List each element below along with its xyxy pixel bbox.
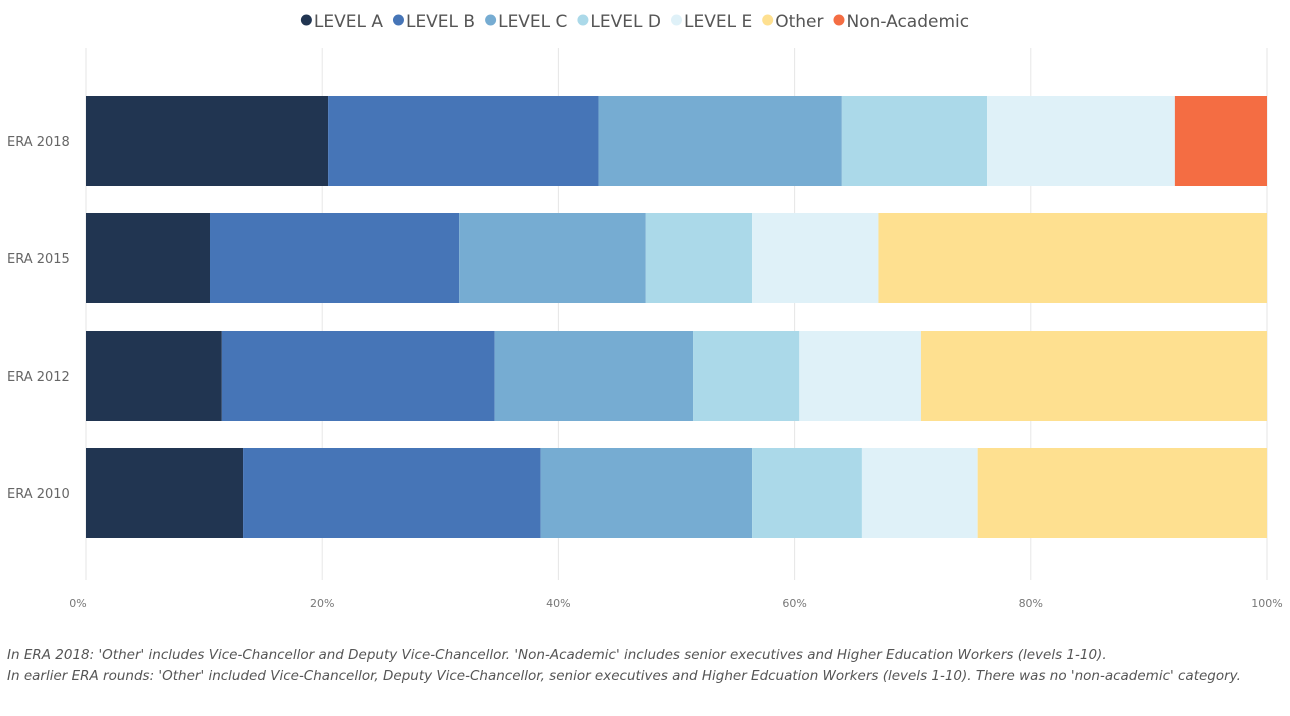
bar-segment[interactable] [243, 448, 541, 538]
bar-segment[interactable] [459, 213, 646, 303]
bar-segment[interactable] [328, 96, 599, 186]
category-label: ERA 2015 [7, 252, 70, 267]
x-axis-tick-labels: 0% 20% 40% 60% 80% 100% [69, 597, 1282, 610]
x-tick-label: 40% [546, 597, 570, 610]
bar-segment[interactable] [645, 213, 753, 303]
bar-segment[interactable] [210, 213, 460, 303]
bar-segment[interactable] [861, 448, 978, 538]
footnote-era-2018: In ERA 2018: 'Other' includes Vice-Chanc… [7, 647, 1107, 663]
bar-segment[interactable] [920, 331, 1267, 421]
legend-swatch [762, 14, 774, 26]
bar-segment[interactable] [841, 96, 988, 186]
bar-segment[interactable] [221, 331, 495, 421]
legend-label: LEVEL C [498, 12, 567, 32]
legend-swatch [485, 14, 497, 26]
bar-segment[interactable] [598, 96, 842, 186]
bar-segment[interactable] [799, 331, 921, 421]
x-tick-label: 80% [1019, 597, 1043, 610]
legend-item[interactable]: LEVEL B [392, 12, 475, 32]
bar-segment[interactable] [752, 213, 879, 303]
legend-swatch [300, 14, 312, 26]
legend-swatch [670, 14, 682, 26]
footnote-earlier-rounds: In earlier ERA rounds: 'Other' included … [7, 668, 1241, 684]
bar-segment[interactable] [987, 96, 1175, 186]
legend-item[interactable]: Non-Academic [833, 12, 969, 32]
stacked-bar-chart: ERA 2018 ERA 2015 ERA 2012 ERA 2010 0% 20% 40… [7, 12, 1283, 610]
bar-segment[interactable] [977, 448, 1267, 538]
legend-label: LEVEL A [314, 12, 383, 32]
legend-swatch [577, 14, 589, 26]
category-label: ERA 2010 [7, 487, 70, 502]
x-tick-label: 20% [310, 597, 334, 610]
x-tick-label: 60% [782, 597, 806, 610]
bars [86, 96, 1267, 538]
legend-label: Non-Academic [846, 12, 969, 32]
bar-segment[interactable] [752, 448, 862, 538]
legend-item[interactable]: LEVEL D [577, 12, 661, 32]
category-label: ERA 2018 [7, 135, 70, 150]
bar-segment[interactable] [693, 331, 800, 421]
bar-segment[interactable] [540, 448, 753, 538]
category-label: ERA 2012 [7, 370, 70, 385]
legend-item[interactable]: LEVEL E [670, 12, 752, 32]
legend-label: LEVEL D [590, 12, 661, 32]
legend: LEVEL A LEVEL B LEVEL C LEVEL D LEVEL E Other… [300, 12, 969, 32]
x-tick-label: 0% [69, 597, 86, 610]
legend-swatch [833, 14, 845, 26]
bar-segment[interactable] [86, 213, 211, 303]
bar-segment[interactable] [86, 96, 329, 186]
category-labels: ERA 2018 ERA 2015 ERA 2012 ERA 2010 [7, 135, 70, 502]
x-tick-label: 100% [1251, 597, 1282, 610]
legend-item[interactable]: Other [762, 12, 823, 32]
bar-segment[interactable] [86, 331, 222, 421]
bar-segment[interactable] [494, 331, 694, 421]
legend-item[interactable]: LEVEL C [485, 12, 567, 32]
legend-label: Other [775, 12, 823, 32]
footnotes: In ERA 2018: 'Other' includes Vice-Chanc… [7, 645, 1277, 687]
legend-item[interactable]: LEVEL A [300, 12, 383, 32]
bar-segment[interactable] [86, 448, 244, 538]
legend-label: LEVEL E [684, 12, 752, 32]
legend-label: LEVEL B [406, 12, 475, 32]
legend-swatch [392, 14, 404, 26]
bar-segment[interactable] [878, 213, 1267, 303]
bar-segment[interactable] [1174, 96, 1267, 186]
